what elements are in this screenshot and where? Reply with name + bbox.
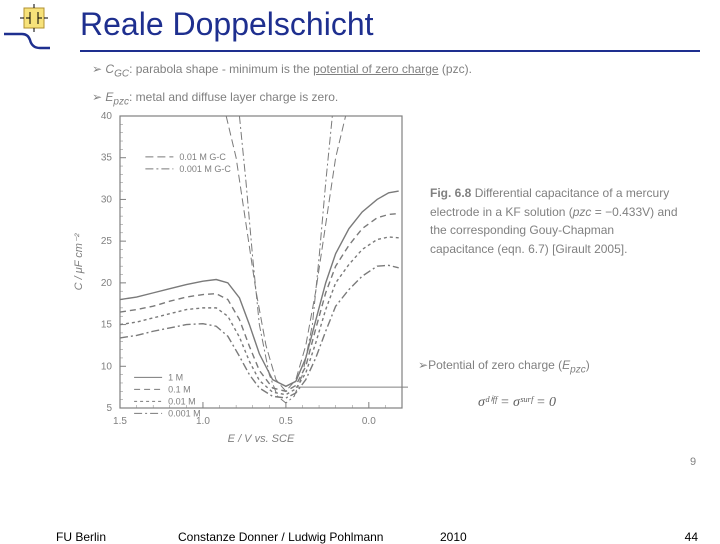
footer-year: 2010 [440, 530, 467, 544]
svg-text:C / μF cm⁻²: C / μF cm⁻² [73, 233, 85, 290]
svg-text:0.01 M: 0.01 M [168, 396, 196, 406]
svg-text:15: 15 [101, 320, 113, 331]
title-underline [80, 50, 700, 52]
svg-text:10: 10 [101, 361, 113, 372]
svg-text:0.5: 0.5 [279, 416, 293, 427]
capacitance-chart: 1.51.00.50.0510152025303540E / V vs. SCE… [68, 110, 408, 450]
footer-left: FU Berlin [56, 530, 106, 544]
bullet-epzc: ➢ Epzc: metal and diffuse layer charge i… [92, 90, 338, 107]
svg-text:35: 35 [101, 153, 113, 164]
svg-text:0.1 M: 0.1 M [168, 384, 191, 394]
svg-text:E / V vs. SCE: E / V vs. SCE [228, 433, 295, 445]
footer-page: 44 [685, 530, 698, 544]
sigma-equation: σᵈⁱᶠᶠ = σˢᵘʳᶠ = 0 [478, 394, 556, 411]
svg-text:20: 20 [101, 278, 113, 289]
svg-text:1.5: 1.5 [113, 416, 127, 427]
svg-text:40: 40 [101, 111, 113, 122]
svg-text:30: 30 [101, 194, 113, 205]
figure-caption: Fig. 6.8 Differential capacitance of a m… [430, 184, 680, 258]
svg-text:1 M: 1 M [168, 372, 183, 382]
source-page-number: 9 [690, 456, 696, 468]
footer-mid: Constanze Donner / Ludwig Pohlmann [178, 530, 383, 544]
svg-text:5: 5 [106, 403, 112, 414]
slide-title: Reale Doppelschicht [80, 6, 374, 43]
bullet-cgc: ➢ CGC: parabola shape - minimum is the p… [92, 62, 472, 79]
svg-text:0.0: 0.0 [362, 416, 376, 427]
svg-text:0.001 M: 0.001 M [168, 408, 201, 418]
pzc-annotation: ➢Potential of zero charge (Epzc) [418, 358, 590, 375]
header-circuit-icon [2, 4, 66, 52]
svg-text:0.001 M G-C: 0.001 M G-C [179, 164, 231, 174]
svg-text:25: 25 [101, 236, 113, 247]
svg-text:0.01 M G-C: 0.01 M G-C [179, 152, 226, 162]
